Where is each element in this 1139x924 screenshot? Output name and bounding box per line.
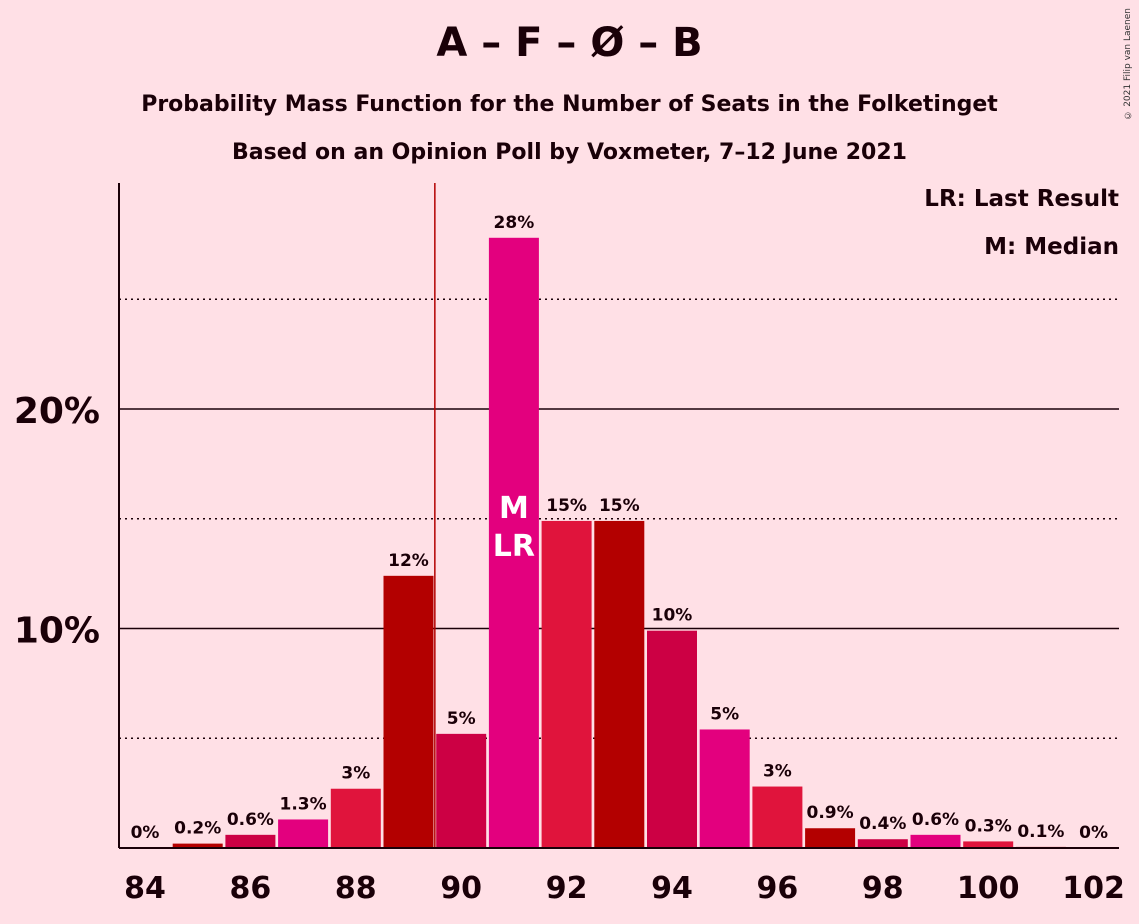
legend-last-result: LR: Last Result (924, 186, 1119, 212)
value-label-seat-90: 5% (447, 709, 476, 729)
bar-seat-97 (805, 828, 856, 848)
value-label-seat-98: 0.4% (859, 814, 906, 834)
value-label-seat-95: 5% (710, 704, 739, 724)
bar-seat-94 (647, 630, 697, 848)
value-label-seat-86: 0.6% (227, 810, 274, 830)
bar-seat-88 (330, 788, 381, 848)
bar-seat-100 (963, 841, 1014, 848)
x-tick-label: 92 (546, 871, 588, 906)
x-tick-label: 88 (335, 871, 377, 906)
bar-annotation-lr: LR (493, 529, 535, 564)
value-label-seat-85: 0.2% (174, 819, 221, 839)
bar-seat-98 (857, 839, 908, 848)
bar-seat-86 (225, 834, 276, 848)
x-tick-label: 94 (651, 871, 693, 906)
x-tick-label: 102 (1062, 871, 1125, 906)
x-tick-label: 86 (230, 871, 272, 906)
value-label-seat-96: 3% (763, 762, 792, 782)
bar-seat-93 (594, 520, 645, 848)
x-tick-label: 90 (440, 871, 482, 906)
value-label-seat-92: 15% (546, 496, 587, 516)
bar-seat-92 (541, 520, 592, 848)
value-label-seat-88: 3% (341, 764, 370, 784)
value-label-seat-91: 28% (494, 213, 535, 233)
chart-title: A – F – Ø – B (436, 20, 703, 66)
x-tick-label: 98 (862, 871, 904, 906)
value-label-seat-100: 0.3% (965, 816, 1012, 836)
legend-median: M: Median (984, 234, 1119, 260)
bar-seat-91 (488, 237, 539, 849)
value-label-seat-97: 0.9% (807, 803, 854, 823)
bar-seat-95 (699, 729, 750, 848)
bar-annotation-m: M (499, 491, 529, 526)
value-label-seat-101: 0.1% (1017, 822, 1064, 842)
bar-seat-96 (752, 786, 803, 848)
value-label-seat-89: 12% (388, 551, 429, 571)
x-tick-label: 100 (957, 871, 1020, 906)
value-label-seat-94: 10% (652, 606, 693, 626)
x-tick-label: 84 (124, 871, 166, 906)
value-label-seat-99: 0.6% (912, 810, 959, 830)
x-tick-label: 96 (757, 871, 799, 906)
chart-subtitle: Probability Mass Function for the Number… (141, 92, 998, 117)
bar-seat-90 (436, 733, 487, 848)
bar-seat-87 (278, 819, 329, 848)
bar-seat-99 (910, 834, 961, 848)
value-label-seat-93: 15% (599, 496, 640, 516)
value-label-seat-102: 0% (1079, 823, 1108, 843)
chart-subtitle-source: Based on an Opinion Poll by Voxmeter, 7–… (232, 140, 907, 165)
value-label-seat-87: 1.3% (280, 794, 327, 814)
y-tick-label: 10% (14, 611, 100, 652)
bar-seat-89 (383, 575, 434, 848)
bar-seat-85 (172, 843, 223, 848)
y-tick-label: 20% (14, 391, 100, 432)
value-label-seat-84: 0% (131, 823, 160, 843)
